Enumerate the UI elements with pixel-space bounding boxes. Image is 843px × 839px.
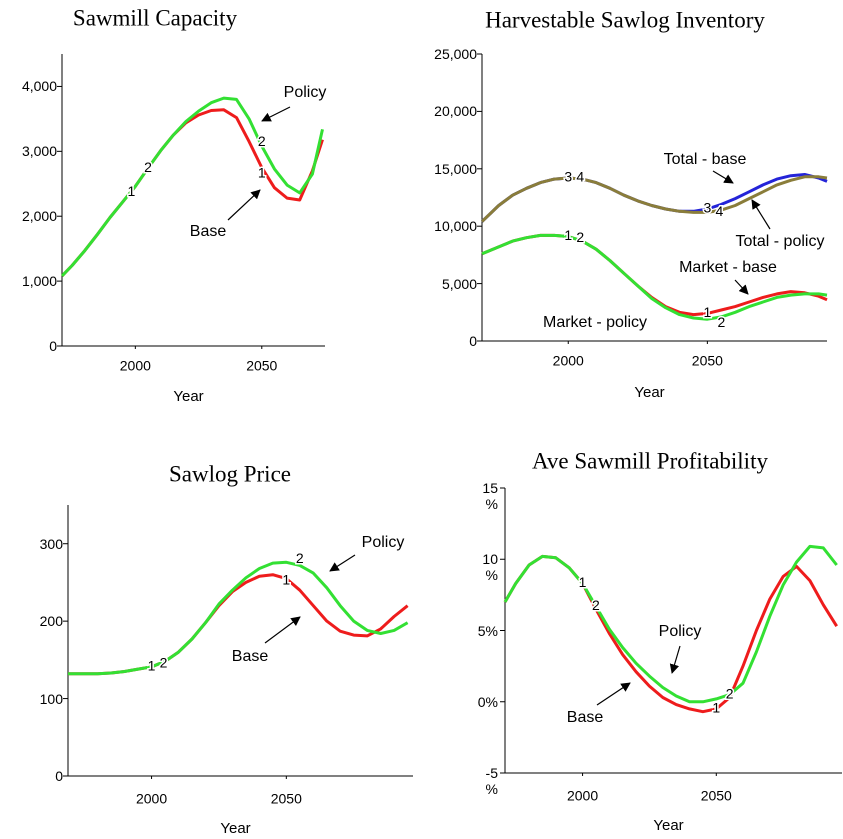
series-marker: 2 <box>296 550 304 566</box>
arrow <box>264 616 301 644</box>
x-tick-label: 2000 <box>553 353 584 369</box>
series-label: Base <box>190 223 227 240</box>
y-tick-label: 25,000 <box>434 46 477 62</box>
x-tick-label: 2050 <box>692 353 723 369</box>
x-axis-label: Year <box>173 388 203 405</box>
series-label: Total - base <box>664 151 747 168</box>
y-tick-label: 4,000 <box>21 78 57 95</box>
y-tick-label: -5 % <box>485 765 498 797</box>
y-tick-label: 0 <box>49 338 57 354</box>
arrow <box>261 106 291 122</box>
y-tick-label: 3,000 <box>21 143 57 160</box>
series-marker: 2 <box>592 597 600 613</box>
y-tick-label: 15,000 <box>434 160 477 177</box>
series-line <box>480 173 828 223</box>
arrow <box>712 170 734 184</box>
arrow <box>669 645 681 674</box>
x-axis-label: Year <box>634 384 664 401</box>
series-marker: 2 <box>576 229 584 245</box>
series-marker: 4 <box>715 203 723 219</box>
series-label: Base <box>232 648 269 665</box>
arrow <box>227 189 261 221</box>
y-tick-label: 100 <box>39 690 63 707</box>
series-marker: 3 <box>703 200 711 216</box>
series-label: Policy <box>284 84 327 101</box>
x-axis-label: Year <box>653 817 683 834</box>
series-marker: 1 <box>564 227 572 243</box>
series-line <box>503 544 838 704</box>
series-line <box>60 108 324 277</box>
y-tick-label: 200 <box>39 613 63 630</box>
series-marker: 2 <box>144 159 152 175</box>
x-axis-label: Year <box>220 820 250 837</box>
series-marker: 2 <box>160 655 168 671</box>
y-tick-label: 0 <box>55 768 63 784</box>
series-label: Policy <box>659 623 702 640</box>
series-marker: 1 <box>282 571 290 587</box>
series-line <box>481 233 828 321</box>
series-marker: 1 <box>703 304 711 320</box>
series-line <box>60 96 324 277</box>
x-tick-label: 2050 <box>246 358 277 374</box>
x-tick-label: 2000 <box>120 358 151 374</box>
chart-title: Harvestable Sawlog Inventory <box>485 7 765 32</box>
y-tick-label: 20,000 <box>434 103 477 120</box>
y-tick-label: 1,000 <box>21 273 57 290</box>
y-tick-label: 10 % <box>482 551 498 584</box>
y-tick-label: 2,000 <box>21 208 57 225</box>
series-label: Base <box>567 709 604 726</box>
arrow <box>596 682 631 706</box>
series-line <box>68 560 409 676</box>
arrow <box>329 554 356 572</box>
arrow <box>751 199 771 230</box>
chart-title: Sawmill Capacity <box>73 5 238 30</box>
series-marker: 1 <box>127 183 135 199</box>
chart-title: Sawlog Price <box>169 461 291 486</box>
arrow <box>734 279 749 295</box>
x-tick-label: 2050 <box>271 791 302 807</box>
y-tick-label: 5% <box>477 622 498 639</box>
y-tick-label: 5,000 <box>441 275 477 292</box>
series-marker: 2 <box>258 133 266 149</box>
series-label: Total - policy <box>736 233 825 250</box>
series-marker: 2 <box>726 685 734 701</box>
x-tick-label: 2000 <box>567 788 598 804</box>
x-tick-label: 2050 <box>701 788 732 804</box>
series-marker: 3 <box>564 169 572 185</box>
y-tick-label: 0% <box>477 693 498 710</box>
y-tick-label: 15 % <box>482 480 498 512</box>
y-tick-label: 0 <box>469 333 477 349</box>
series-label: Policy <box>362 534 405 551</box>
series-label: Market - policy <box>543 314 647 331</box>
series-marker: 1 <box>148 658 156 674</box>
y-tick-label: 300 <box>39 535 63 552</box>
series-marker: 1 <box>258 164 266 180</box>
series-marker: 2 <box>717 314 725 330</box>
y-tick-label: 10,000 <box>434 218 477 235</box>
series-line <box>480 175 828 223</box>
series-marker: 1 <box>579 574 587 590</box>
x-tick-label: 2000 <box>136 791 167 807</box>
series-marker: 1 <box>712 700 720 716</box>
chart-title: Ave Sawmill Profitability <box>532 448 768 473</box>
series-marker: 4 <box>576 169 584 185</box>
series-label: Market - base <box>679 259 777 276</box>
